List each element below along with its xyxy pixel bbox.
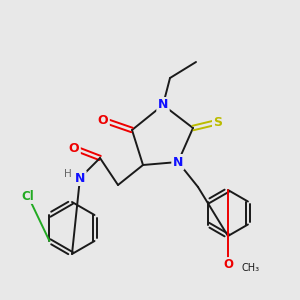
Text: O: O	[69, 142, 79, 154]
Text: N: N	[158, 98, 168, 112]
Text: S: S	[214, 116, 223, 128]
Text: CH₃: CH₃	[242, 263, 260, 273]
Text: N: N	[173, 155, 183, 169]
Text: O: O	[98, 113, 108, 127]
Text: Cl: Cl	[22, 190, 34, 202]
Text: H: H	[64, 169, 72, 179]
Text: N: N	[75, 172, 85, 184]
Text: O: O	[223, 259, 233, 272]
